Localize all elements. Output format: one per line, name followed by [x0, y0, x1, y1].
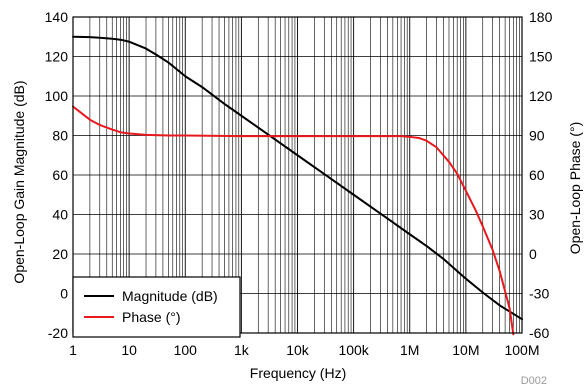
- x-tick-label: 10: [121, 342, 137, 358]
- figure-id: D002: [521, 375, 547, 387]
- legend: Magnitude (dB) Phase (°): [72, 276, 241, 338]
- y2-tick-label: 60: [529, 167, 545, 183]
- x-tick-label: 1: [69, 342, 77, 358]
- y-tick-label: 40: [52, 207, 68, 223]
- x-tick-label: 1k: [234, 342, 250, 358]
- y2-tick-label: 180: [529, 9, 553, 25]
- x-tick-label: 100M: [504, 342, 539, 358]
- y-tick-label: -20: [48, 325, 68, 341]
- y2-tick-label: -30: [529, 286, 549, 302]
- x-tick-label: 1M: [400, 342, 419, 358]
- x-axis-title: Frequency (Hz): [250, 365, 346, 381]
- x-axis-ticks: 1 10 100 1k 10k 100k 1M 10M 100M: [69, 342, 539, 358]
- y2-tick-label: 150: [529, 49, 553, 65]
- y-axis-title: Open-Loop Gain Magnitude (dB): [11, 80, 27, 283]
- traces: [72, 35, 523, 336]
- right-axis-ticks: -60 -30 0 30 60 90 120 150 180: [529, 9, 553, 341]
- y-tick-label: 100: [45, 88, 69, 104]
- y2-tick-label: 0: [529, 246, 537, 262]
- y-tick-label: 120: [45, 49, 69, 65]
- y-tick-label: 0: [60, 286, 68, 302]
- y2-axis-title: Open-Loop Phase (°): [567, 122, 583, 254]
- y2-tick-label: 30: [529, 207, 545, 223]
- y-tick-label: 80: [52, 128, 68, 144]
- y-tick-label: 20: [52, 246, 68, 262]
- y-tick-label: 140: [45, 9, 69, 25]
- left-axis-ticks: -20 0 20 40 60 80 100 120 140: [45, 9, 69, 341]
- x-tick-label: 100k: [338, 342, 369, 358]
- legend-box: [72, 276, 241, 338]
- x-tick-label: 10k: [286, 342, 310, 358]
- series-line-magnitude: [72, 35, 523, 321]
- legend-label-magnitude: Magnitude (dB): [122, 288, 218, 304]
- x-tick-label: 100: [174, 342, 198, 358]
- y2-tick-label: -60: [529, 325, 549, 341]
- plot-frame: [72, 16, 523, 334]
- x-tick-label: 10M: [452, 342, 479, 358]
- series-line-phase: [72, 105, 515, 336]
- y-tick-label: 60: [52, 167, 68, 183]
- y2-tick-label: 120: [529, 88, 553, 104]
- y2-tick-label: 90: [529, 128, 545, 144]
- legend-label-phase: Phase (°): [122, 309, 181, 325]
